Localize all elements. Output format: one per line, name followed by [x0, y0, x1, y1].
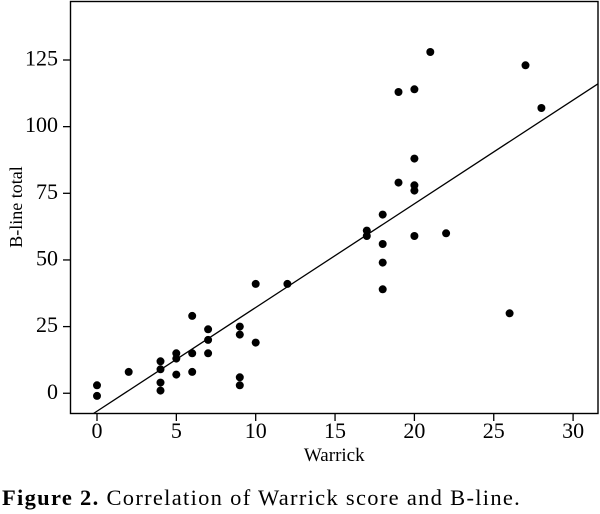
svg-text:125: 125 [25, 46, 58, 71]
svg-text:15: 15 [324, 418, 346, 443]
svg-text:25: 25 [36, 312, 58, 337]
svg-text:25: 25 [483, 418, 505, 443]
svg-text:75: 75 [36, 179, 58, 204]
svg-text:0: 0 [47, 379, 58, 404]
svg-text:20: 20 [403, 418, 425, 443]
svg-text:0: 0 [92, 418, 103, 443]
svg-text:10: 10 [245, 418, 267, 443]
svg-text:50: 50 [36, 246, 58, 271]
svg-text:5: 5 [171, 418, 182, 443]
svg-text:Warrick: Warrick [304, 445, 365, 466]
svg-text:B-line total: B-line total [6, 166, 26, 247]
svg-text:100: 100 [25, 112, 58, 137]
svg-text:30: 30 [562, 418, 584, 443]
